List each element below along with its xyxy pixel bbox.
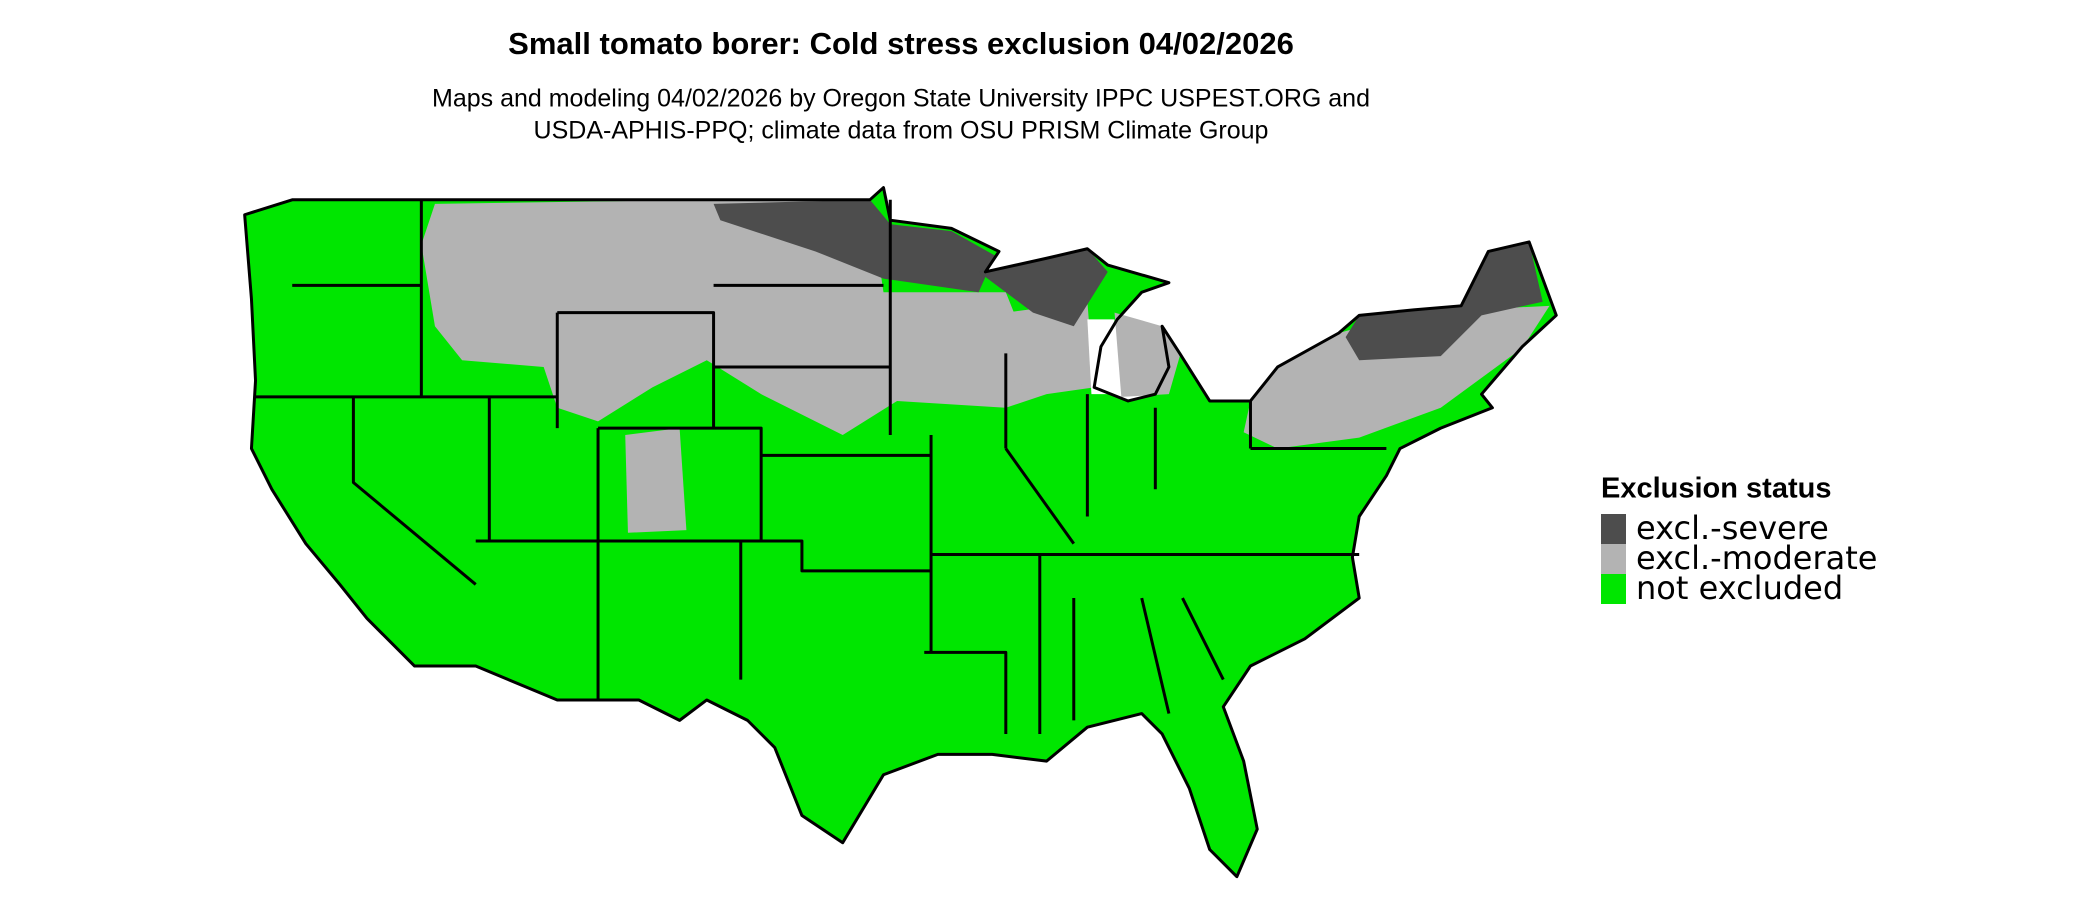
map <box>243 186 1558 879</box>
subtitle: USDA-APHIS-PPQ; climate data from OSU PR… <box>534 117 1269 145</box>
region-moderate <box>1243 305 1550 449</box>
region-moderate <box>625 428 687 533</box>
legend-label: excl.-severe <box>1636 509 1829 547</box>
region-severe <box>713 199 995 293</box>
legend-label: not excluded <box>1636 569 1843 607</box>
region-severe <box>1345 241 1543 361</box>
region-moderate <box>1114 312 1180 397</box>
legend-title: Exclusion status <box>1601 473 1831 505</box>
legend-swatch <box>1601 544 1626 574</box>
state-borders <box>255 199 1387 734</box>
country-border <box>243 186 1558 879</box>
legend-label: excl.-moderate <box>1636 539 1877 577</box>
subtitle: Maps and modeling 04/02/2026 by Oregon S… <box>432 85 1370 113</box>
region-severe <box>978 248 1108 327</box>
title: Small tomato borer: Cold stress exclusio… <box>508 26 1294 61</box>
legend-swatch <box>1601 574 1626 604</box>
legend-swatch <box>1601 514 1626 544</box>
legend: Exclusion status excl.-severeexcl.-moder… <box>1601 473 1877 607</box>
